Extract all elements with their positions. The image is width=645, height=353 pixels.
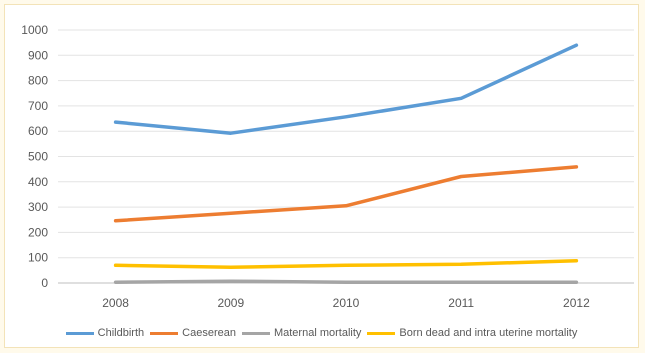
legend-label: Born dead and intra uterine mortality [399,327,578,339]
series-line-born-dead-and-intra-uterine-mortality [113,258,579,270]
gridlines [58,29,634,284]
series-line-maternal-mortality [113,279,579,284]
legend-item: Born dead and intra uterine mortality [367,327,577,339]
legend-label: Childbirth [97,327,145,339]
legend-item: Caeserean [150,327,236,339]
y-tick-label: 1000 [21,23,48,37]
y-tick-label: 500 [28,150,48,164]
series-line-caeserean [113,165,579,223]
legend-swatch [65,331,94,335]
x-tick-label: 2012 [563,296,590,310]
x-tick-label: 2009 [217,296,244,310]
y-tick-label: 200 [28,225,48,239]
legend-label: Caeserean [182,327,236,339]
chart-frame [4,4,639,348]
x-axis-ticks: 2008 2009 2010 2011 2012 [102,296,590,310]
y-tick-label: 900 [28,48,48,62]
x-tick-label: 2010 [333,296,360,310]
legend-swatch [150,331,179,335]
y-tick-label: 600 [28,124,48,138]
y-tick-label: 800 [28,74,48,88]
x-tick-label: 2011 [448,296,474,310]
series-lines [113,43,579,284]
legend-swatch [241,331,270,335]
y-tick-label: 700 [28,99,48,113]
y-axis-ticks: 0 100 200 300 400 500 600 700 800 900 1000 [21,23,48,290]
legend-item: Maternal mortality [241,327,362,339]
series-line-childbirth [113,43,579,135]
y-tick-label: 100 [28,251,48,265]
legend-item: Childbirth [65,327,145,339]
y-tick-label: 400 [28,175,48,189]
y-tick-label: 300 [28,200,48,214]
legend-swatch [367,331,396,335]
legend-label: Maternal mortality [273,327,362,339]
y-tick-label: 0 [41,276,48,290]
legend: Childbirth Caeserean Maternal mortality Bor… [0,327,645,339]
x-tick-label: 2008 [102,296,129,310]
